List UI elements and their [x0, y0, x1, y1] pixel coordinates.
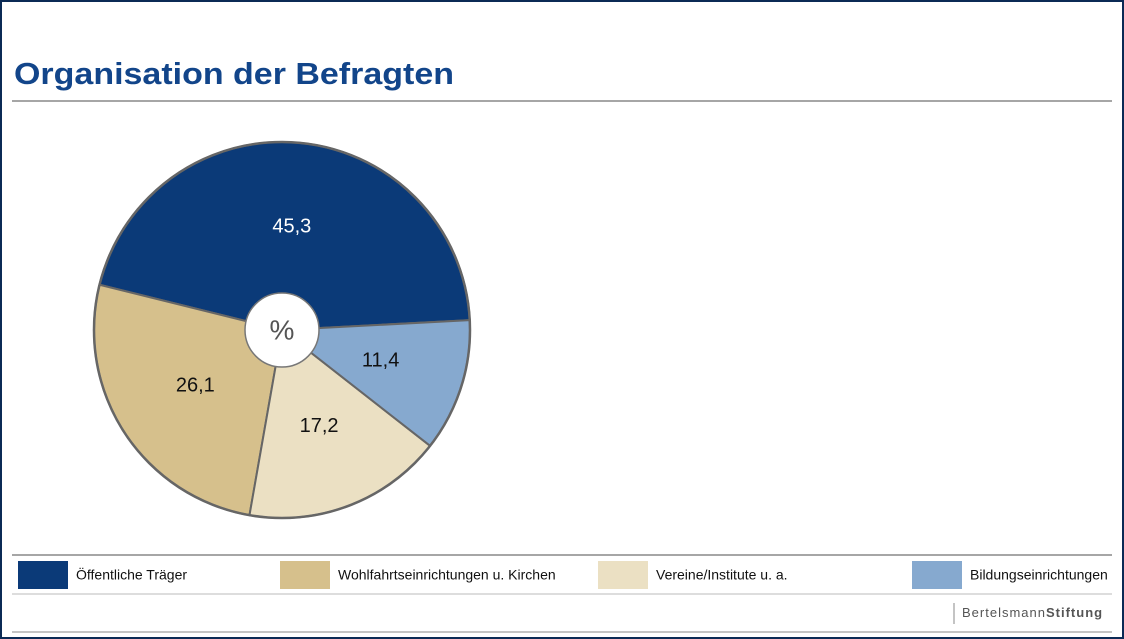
- value-label: 11,4: [362, 349, 399, 371]
- brand-light: Bertelsmann: [962, 605, 1046, 620]
- legend-label: Wohlfahrtseinrichtungen u. Kirchen: [338, 567, 556, 583]
- chart-title: Organisation der Befragten: [14, 56, 454, 91]
- value-label: 45,3: [272, 215, 311, 237]
- legend-swatch: [280, 561, 330, 589]
- legend-swatch: [598, 561, 648, 589]
- value-label: 17,2: [300, 415, 339, 437]
- center-label: %: [270, 314, 295, 345]
- footer-brand: BertelsmannStiftung: [962, 605, 1103, 620]
- center-circle: [244, 292, 320, 368]
- legend-swatch: [912, 561, 962, 589]
- brand-bold: Stiftung: [1046, 605, 1103, 620]
- legend-swatch: [18, 561, 68, 589]
- legend-label: Bildungseinrichtungen: [970, 567, 1108, 583]
- value-label: 26,1: [176, 375, 215, 397]
- pie-outline: [92, 140, 472, 520]
- legend-label: Öffentliche Träger: [76, 566, 187, 583]
- legend-label: Vereine/Institute u. a.: [656, 567, 788, 583]
